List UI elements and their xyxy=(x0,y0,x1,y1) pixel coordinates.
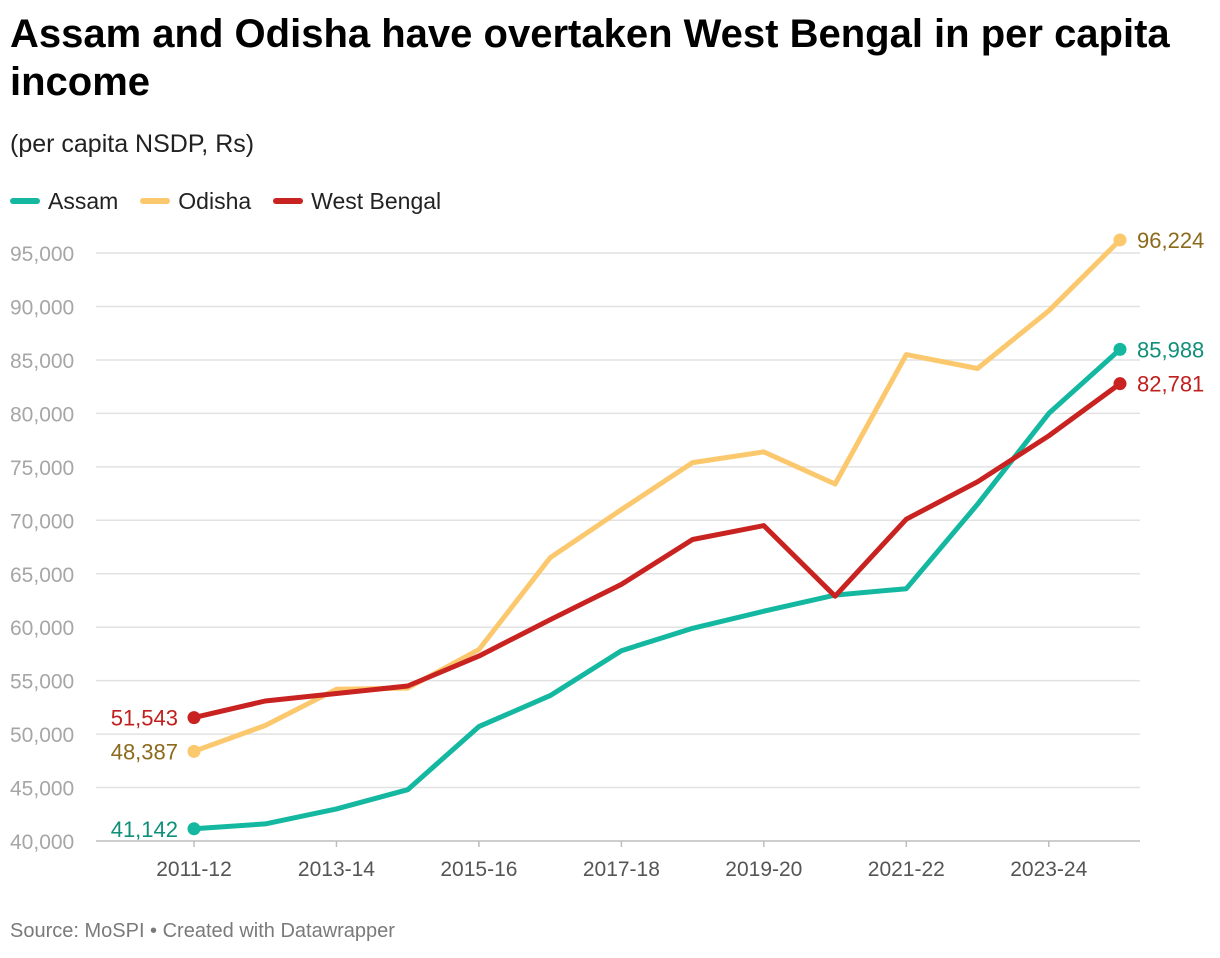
legend-item-west-bengal: West Bengal xyxy=(273,186,441,216)
x-tick-label: 2017-18 xyxy=(583,858,660,881)
legend-swatch-assam xyxy=(10,198,40,204)
series-line-odisha xyxy=(191,237,1123,754)
chart-subtitle: (per capita NSDP, Rs) xyxy=(10,130,255,158)
start-label-assam: 41,142 xyxy=(111,817,178,842)
start-point-assam xyxy=(187,822,201,836)
legend: Assam Odisha West Bengal xyxy=(10,186,441,216)
legend-swatch-west-bengal xyxy=(273,198,304,204)
y-tick-label: 80,000 xyxy=(10,403,74,426)
x-tick-label: 2021-22 xyxy=(868,858,945,881)
start-point-west-bengal xyxy=(187,711,201,725)
x-tick-label: 2011-12 xyxy=(156,858,232,881)
y-tick-label: 55,000 xyxy=(10,671,74,694)
gridlines xyxy=(96,252,1140,842)
end-label-odisha: 96,224 xyxy=(1137,228,1204,253)
series-lines xyxy=(191,237,1123,832)
y-tick-label: 60,000 xyxy=(10,617,74,640)
end-label-west-bengal: 82,781 xyxy=(1137,372,1204,397)
y-tick-label: 95,000 xyxy=(10,243,74,266)
y-tick-label: 45,000 xyxy=(10,778,74,801)
series-line-assam xyxy=(191,346,1123,832)
source-note: Source: MoSPI • Created with Datawrapper xyxy=(10,920,395,942)
x-tick-label: 2013-14 xyxy=(298,858,375,881)
y-tick-label: 85,000 xyxy=(10,350,74,373)
start-label-odisha: 48,387 xyxy=(111,739,178,764)
end-point-odisha xyxy=(1113,233,1127,247)
y-tick-label: 90,000 xyxy=(10,297,74,320)
end-point-west-bengal xyxy=(1113,377,1127,391)
y-tick-label: 75,000 xyxy=(10,457,74,480)
legend-item-assam: Assam xyxy=(10,186,118,216)
x-tick-label: 2015-16 xyxy=(440,858,517,881)
legend-label-odisha: Odisha xyxy=(178,188,252,214)
end-point-assam xyxy=(1113,342,1127,356)
start-point-odisha xyxy=(187,744,201,758)
chart-title: Assam and Odisha have overtaken West Ben… xyxy=(10,12,1170,104)
y-tick-label: 50,000 xyxy=(10,724,74,747)
x-tick-label: 2023-24 xyxy=(1010,858,1087,881)
series-line-west-bengal xyxy=(191,381,1123,721)
x-tick-label: 2019-20 xyxy=(725,858,802,881)
legend-label-west-bengal: West Bengal xyxy=(311,188,442,214)
end-label-assam: 85,988 xyxy=(1137,337,1204,362)
legend-swatch-odisha xyxy=(140,198,171,204)
y-tick-label: 40,000 xyxy=(10,831,74,854)
data-labels: 48,387 96,224 41,142 85,988 51,543 82,781 xyxy=(111,228,1205,842)
y-tick-label: 70,000 xyxy=(10,510,74,533)
y-tick-label: 65,000 xyxy=(10,564,74,587)
legend-label-assam: Assam xyxy=(48,188,119,214)
legend-item-odisha: Odisha xyxy=(140,186,251,216)
start-label-west-bengal: 51,543 xyxy=(111,706,178,731)
axes: 40,000 45,000 50,000 55,000 60,000 65,000 70,0… xyxy=(10,243,1088,881)
